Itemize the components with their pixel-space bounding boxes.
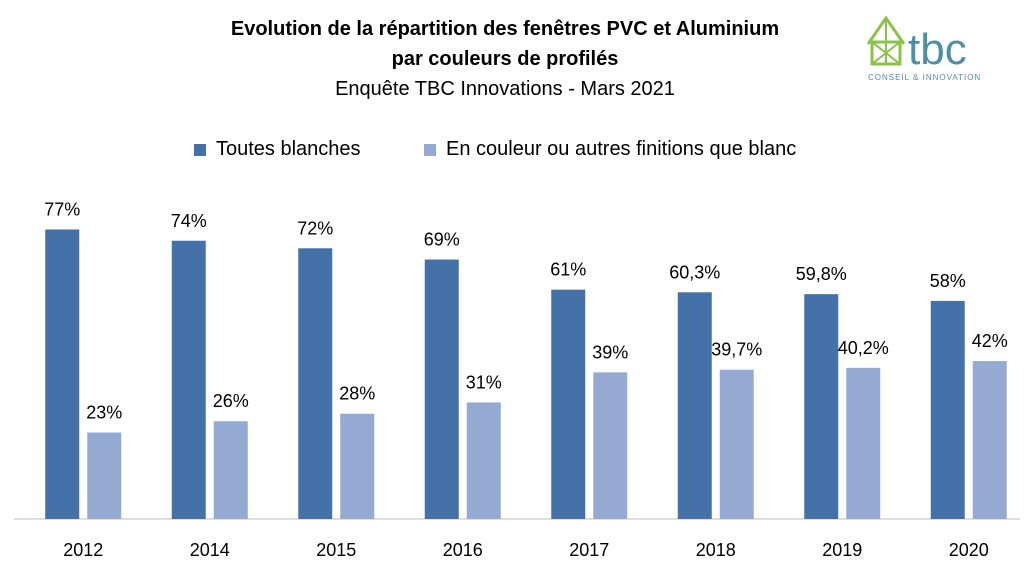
logo-tagline: CONSEIL & INNOVATION: [868, 73, 981, 82]
bar-series-2-2012: [87, 432, 122, 519]
bar-series-2-2020: [972, 361, 1007, 519]
title-line-2: par couleurs de profilés: [391, 48, 619, 70]
data-label-series-1-2019: 59,8%: [796, 264, 847, 284]
data-label-series-1-2018: 60,3%: [669, 262, 720, 282]
bar-series-1-2017: [551, 289, 586, 519]
x-tick-label-2020: 2020: [949, 540, 989, 560]
data-label-series-1-2014: 74%: [171, 211, 207, 231]
bar-series-2-2014: [213, 421, 248, 519]
x-tick-label-2014: 2014: [190, 540, 230, 560]
house-icon: tbc CONSEIL & INNOVATION: [866, 15, 981, 82]
bar-series-1-2016: [424, 259, 459, 519]
data-label-series-2-2018: 39,7%: [711, 340, 762, 360]
bar-series-2-2018: [719, 369, 754, 519]
title-line-1: Evolution de la répartition des fenêtres…: [230, 18, 780, 40]
bar-series-1-2020: [930, 300, 965, 519]
legend-swatch-series-2: [424, 143, 436, 156]
data-label-series-1-2020: 58%: [930, 271, 966, 291]
legend-swatch-series-1: [194, 143, 206, 156]
x-tick-label-2015: 2015: [316, 540, 356, 560]
tbc-logo: tbc CONSEIL & INNOVATION: [862, 12, 1018, 88]
logo-text: tbc: [908, 25, 967, 74]
bar-series-1-2014: [171, 240, 206, 519]
bar-series-2-2017: [593, 372, 628, 519]
bar-series-1-2015: [298, 248, 333, 519]
bar-series-2-2015: [340, 413, 375, 519]
x-tick-label-2016: 2016: [443, 540, 483, 560]
bar-series-1-2019: [804, 294, 839, 519]
legend-label-series-2: En couleur ou autres finitions que blanc: [446, 138, 797, 160]
data-label-series-2-2014: 26%: [213, 391, 249, 411]
bar-series-1-2012: [45, 229, 80, 520]
x-tick-label-2018: 2018: [696, 540, 736, 560]
data-label-series-2-2019: 40,2%: [838, 338, 889, 358]
chart-title: Evolution de la répartition des fenêtres…: [0, 14, 1010, 104]
data-label-series-2-2015: 28%: [339, 384, 375, 404]
legend: Toutes blanches En couleur ou autres fin…: [0, 138, 1024, 164]
x-tick-label-2012: 2012: [63, 540, 103, 560]
data-label-series-1-2015: 72%: [297, 218, 333, 238]
data-label-series-2-2020: 42%: [972, 331, 1008, 351]
data-label-series-2-2012: 23%: [86, 403, 122, 423]
data-label-series-2-2017: 39%: [592, 342, 628, 362]
bar-series-2-2019: [846, 367, 881, 519]
data-label-series-1-2012: 77%: [44, 199, 80, 219]
subtitle: Enquête TBC Innovations - Mars 2021: [335, 78, 675, 100]
legend-label-series-1: Toutes blanches: [216, 138, 361, 160]
bar-series-1-2018: [677, 292, 712, 519]
legend-item-series-2: En couleur ou autres finitions que blanc: [424, 138, 796, 161]
data-label-series-1-2017: 61%: [550, 260, 586, 280]
data-label-series-2-2016: 31%: [466, 372, 502, 392]
data-label-series-1-2016: 69%: [424, 230, 460, 250]
x-tick-label-2019: 2019: [822, 540, 862, 560]
x-tick-label-2017: 2017: [569, 540, 609, 560]
legend-item-series-1: Toutes blanches: [194, 138, 361, 161]
bar-series-2-2016: [466, 402, 501, 519]
